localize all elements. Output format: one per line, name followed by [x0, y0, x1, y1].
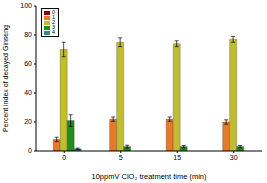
html-text:3: 3: [52, 24, 56, 30]
svg-text:0: 0: [62, 154, 66, 161]
svg-text:30: 30: [230, 154, 238, 161]
svg-text:40: 40: [24, 89, 32, 96]
svg-text:Percent index of decayed Ginse: Percent index of decayed Ginseng: [8, 25, 10, 132]
svg-text:80: 80: [24, 31, 32, 38]
svg-text:60: 60: [24, 60, 32, 67]
svg-text:20: 20: [24, 118, 32, 125]
svg-text:5: 5: [119, 154, 123, 161]
html-text:0: 0: [52, 9, 56, 15]
svg-text:0: 0: [28, 147, 32, 154]
svg-text:10ppmV ClO₂ treatment time (mi: 10ppmV ClO₂ treatment time (min): [91, 172, 207, 181]
html-text:2: 2: [52, 19, 56, 25]
html-text:1: 1: [52, 14, 56, 20]
html-text:4: 4: [52, 29, 56, 35]
svg-text:15: 15: [173, 154, 181, 161]
svg-text:100: 100: [20, 2, 32, 9]
